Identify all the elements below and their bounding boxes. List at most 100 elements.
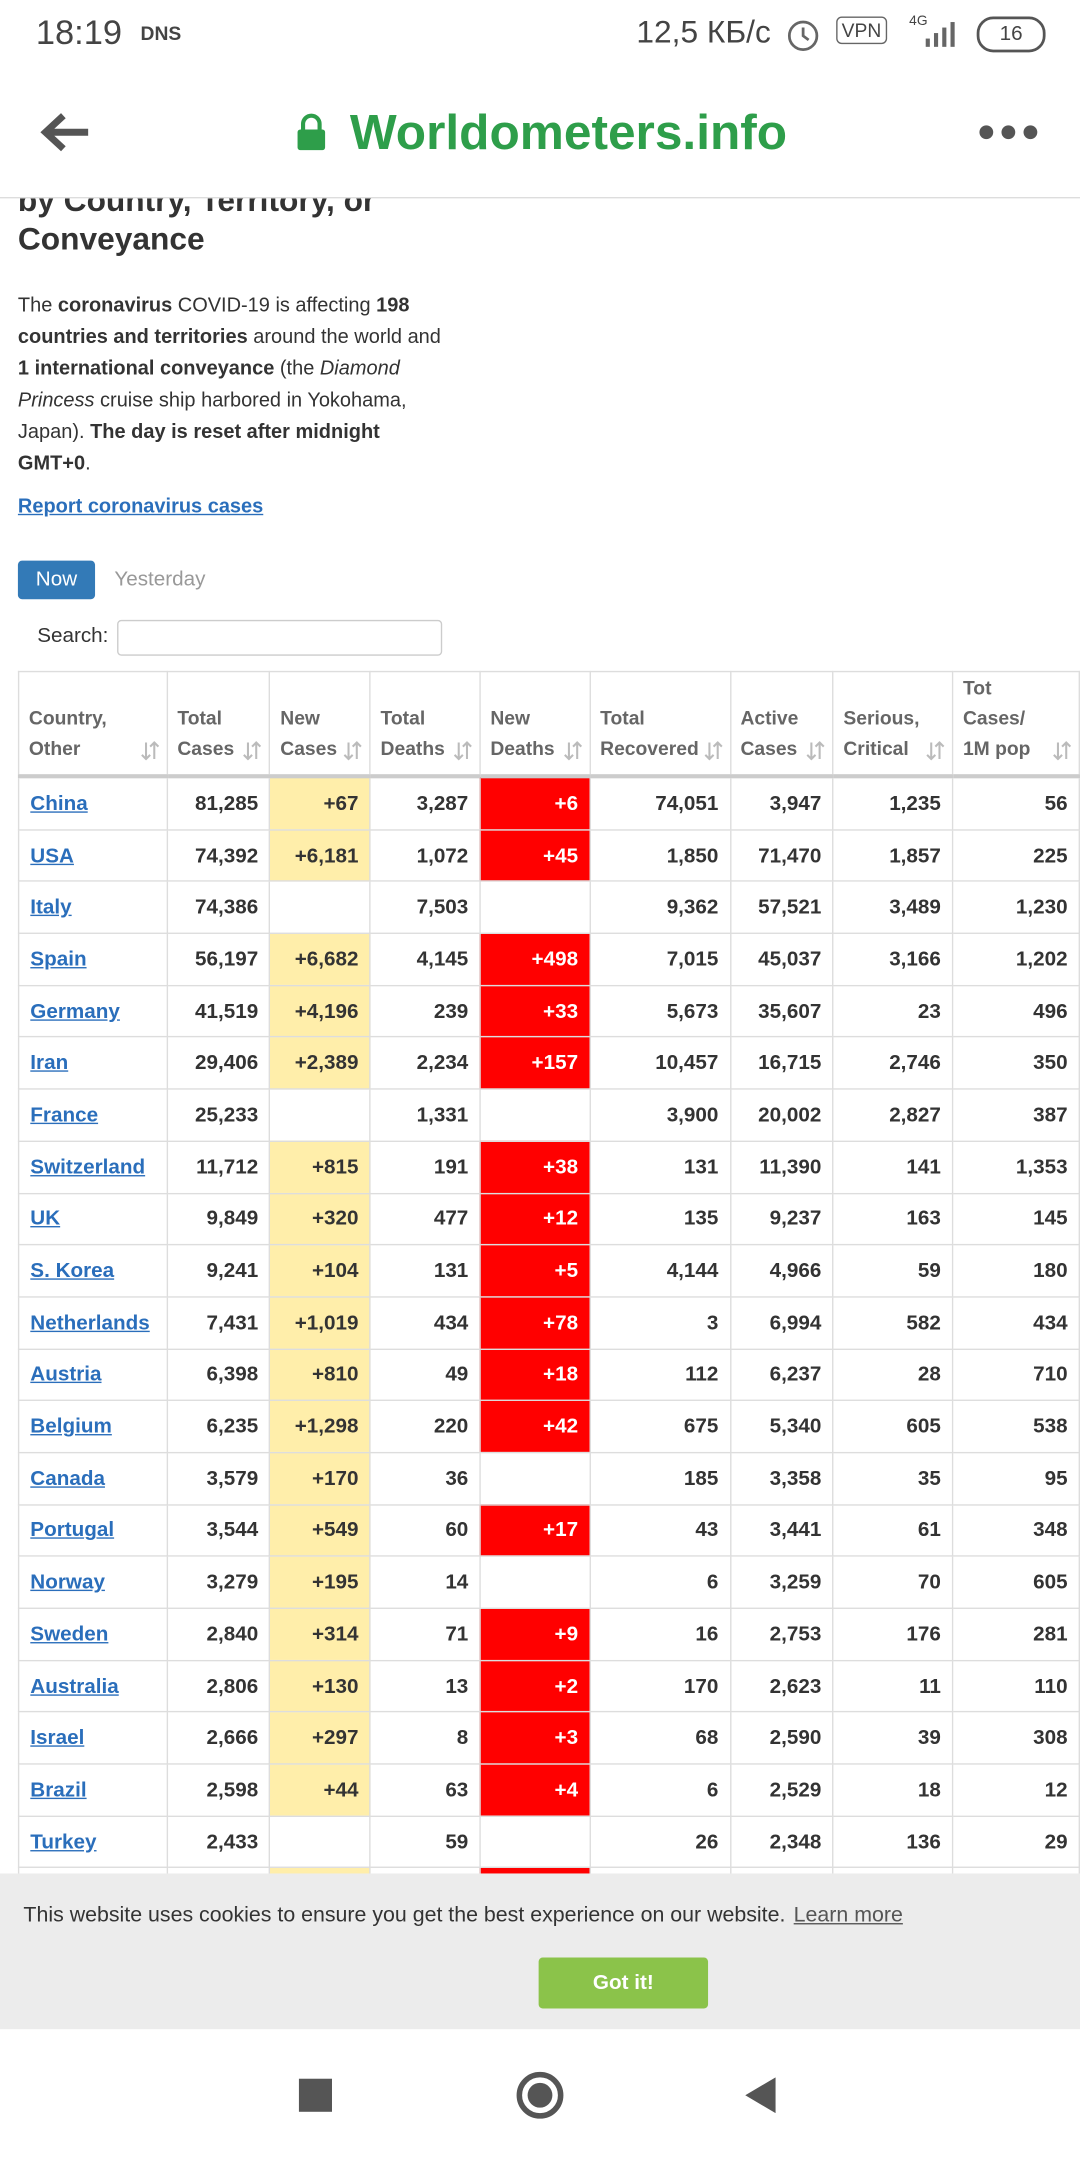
country-link[interactable]: Malaysia [17, 1867, 168, 1874]
table-cell: 11,712 [166, 1140, 271, 1194]
table-row: Canada 3,579 +170 36 185 3,358 35 95 [17, 1451, 1080, 1506]
intro-text: (the [274, 358, 320, 381]
sort-arrow [453, 741, 472, 761]
table-cell: 2,753 [729, 1607, 834, 1661]
table-cell: 20,002 [729, 1088, 834, 1142]
column-header[interactable]: Total Recovered [589, 670, 731, 779]
menu-button[interactable] [975, 121, 1041, 143]
tab-yesterday[interactable]: Yesterday [114, 567, 206, 591]
report-link[interactable]: Report coronavirus cases [17, 495, 264, 518]
network-type: 4G [909, 13, 928, 29]
country-link[interactable]: Brazil [17, 1763, 168, 1817]
column-header[interactable]: Total Cases [166, 670, 271, 779]
table-cell: 71,470 [729, 828, 834, 883]
table-cell: 1,850 [589, 828, 731, 883]
country-link[interactable]: Turkey [17, 1815, 168, 1869]
column-header[interactable]: Total Deaths [369, 670, 481, 779]
country-link[interactable]: Italy [17, 880, 168, 935]
country-link[interactable]: USA [17, 828, 168, 883]
country-link[interactable]: Netherlands [17, 1296, 168, 1350]
table-cell: 215 [589, 1867, 731, 1874]
home-button[interactable] [516, 2071, 564, 2119]
table-cell: 170 [589, 1659, 731, 1713]
table-cell: +2,389 [269, 1036, 371, 1090]
table-cell: 70 [832, 1555, 954, 1609]
table-cell: +320 [269, 1192, 371, 1246]
table-cell: 2,590 [729, 1711, 834, 1765]
table-cell [269, 1088, 371, 1142]
header-text: Total Cases [177, 706, 235, 760]
table-cell: 220 [369, 1399, 481, 1454]
column-header[interactable]: New Cases [269, 670, 371, 779]
table-cell: 13 [369, 1659, 481, 1713]
sort-arrow [1053, 741, 1072, 761]
table-cell: 3 [589, 1296, 731, 1350]
sort-arrow [563, 741, 582, 761]
table-cell: 163 [832, 1192, 954, 1246]
url[interactable]: Worldometers.info [349, 103, 788, 160]
table-cell: 71 [369, 1607, 481, 1661]
table-row: Spain 56,197 +6,682 4,145 +498 7,015 45,037 3,1… [17, 932, 1080, 986]
intro-text: cruise ship harbored in Yokohama, Japan)… [17, 389, 407, 444]
table-cell: 60 [369, 1503, 481, 1558]
table-cell: 1,230 [951, 880, 1080, 935]
country-link[interactable]: Iran [17, 1036, 168, 1090]
net-speed: 12,5 КБ/с [636, 13, 771, 50]
country-link[interactable]: Switzerland [17, 1140, 168, 1194]
column-header[interactable]: Active Cases [729, 670, 834, 779]
country-link[interactable]: Spain [17, 932, 168, 986]
country-link[interactable]: Norway [17, 1555, 168, 1609]
sort-icon [703, 741, 722, 761]
intro-text: COVID-19 is affecting [172, 294, 377, 317]
sort-icon [344, 741, 362, 761]
table-cell: 136 [832, 1815, 954, 1869]
column-header[interactable]: New Deaths [479, 670, 591, 779]
country-link[interactable]: Israel [17, 1711, 168, 1765]
country-link[interactable]: France [17, 1088, 168, 1142]
search-input[interactable] [117, 619, 443, 656]
table-cell: 538 [951, 1399, 1080, 1454]
table-cell: 6 [589, 1555, 731, 1609]
country-link[interactable]: Portugal [17, 1503, 168, 1558]
tab-now[interactable]: Now [17, 560, 96, 600]
country-link[interactable]: S. Korea [17, 1244, 168, 1298]
column-header[interactable]: Country, Other [17, 670, 168, 779]
accept-button[interactable]: Got it! [538, 1957, 709, 2009]
table-row: France 25,233 1,331 3,900 20,002 2,827 387 [17, 1088, 1080, 1142]
table-row: Italy 74,386 7,503 9,362 57,521 3,489 1,230 [17, 880, 1080, 935]
table-cell: 28 [832, 1348, 954, 1402]
table-cell: 18 [832, 1763, 954, 1817]
back-nav-button[interactable] [745, 2077, 776, 2114]
table-cell: 4,144 [589, 1244, 731, 1298]
learn-more-link[interactable]: Learn more [793, 1903, 903, 1928]
recents-button[interactable] [298, 2078, 332, 2112]
country-link[interactable]: China [17, 775, 168, 831]
country-link[interactable]: UK [17, 1192, 168, 1246]
intro-text: . [85, 453, 91, 476]
intro-text: 198 countries and territories [17, 294, 410, 349]
country-link[interactable]: Germany [17, 984, 168, 1038]
table-cell: 6 [589, 1763, 731, 1817]
sort-icon [563, 741, 582, 761]
country-link[interactable]: Sweden [17, 1607, 168, 1661]
table-cell: 3,579 [166, 1451, 271, 1506]
table-cell: 63 [369, 1763, 481, 1817]
country-link[interactable]: Australia [17, 1659, 168, 1713]
table-cell: +44 [269, 1763, 371, 1817]
back-button[interactable] [39, 110, 94, 154]
country-link[interactable]: Austria [17, 1348, 168, 1402]
country-link[interactable]: Belgium [17, 1399, 168, 1454]
table-cell: 74,386 [166, 880, 271, 935]
intro-text: The day is reset after midnight GMT+0 [17, 421, 380, 476]
table-cell: 3,544 [166, 1503, 271, 1558]
table-cell: 10,457 [589, 1036, 731, 1090]
table-cell: 141 [832, 1140, 954, 1194]
table-row: Portugal 3,544 +549 60 +17 43 3,441 61 348 [17, 1503, 1080, 1558]
column-header[interactable]: Tot Cases/ 1M pop [951, 670, 1080, 779]
table-cell: 3,279 [166, 1555, 271, 1609]
table-cell: +9 [479, 1607, 591, 1661]
column-header[interactable]: Serious, Critical [832, 670, 954, 779]
table-row: S. Korea 9,241 +104 131 +5 4,144 4,966 59 180 [17, 1244, 1080, 1298]
country-link[interactable]: Canada [17, 1451, 168, 1506]
